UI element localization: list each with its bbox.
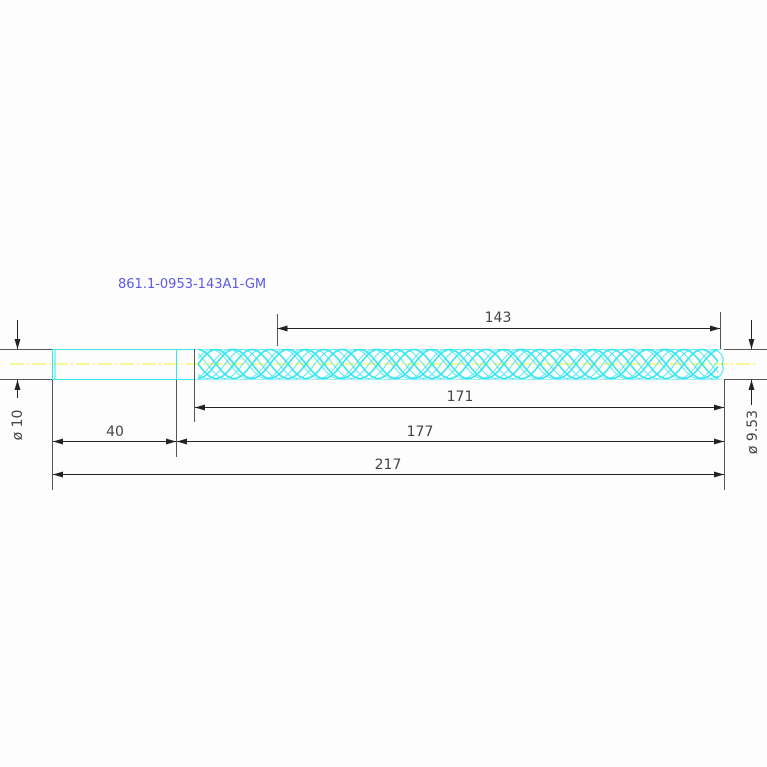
part-number-title: 861.1-0953-143A1-GM: [118, 277, 266, 292]
dim-drill-diameter-label: ø 9.53: [745, 410, 761, 454]
dimension-lines: [14, 320, 755, 478]
extension-lines: [0, 312, 767, 490]
dim-40-label: 40: [106, 424, 124, 440]
dim-217-label: 217: [375, 457, 402, 473]
flute-helix-line: [197, 348, 719, 380]
dim-143-label: 143: [485, 310, 512, 326]
flute-helix-line: [197, 349, 719, 379]
dim-shank-diameter-label: ø 10: [10, 410, 26, 441]
drill-shank: [52, 349, 194, 380]
flute-helix-line: [197, 348, 719, 380]
flute-helix-line: [197, 349, 719, 379]
drill-flutes: [194, 348, 724, 380]
dim-171-label: 171: [447, 389, 474, 405]
flute-helix-line: [197, 348, 719, 380]
dim-177-label: 177: [407, 424, 434, 440]
drill-tip: [715, 349, 724, 380]
